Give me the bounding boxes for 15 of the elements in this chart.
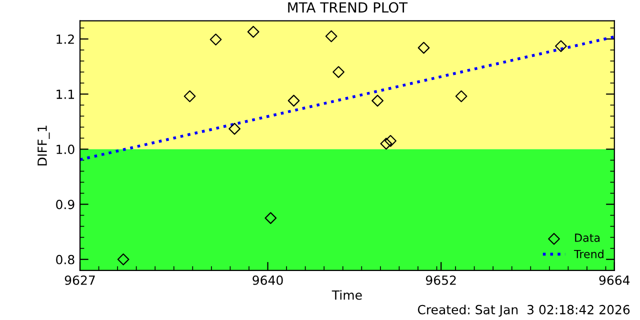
y-tick-label: 0.8	[56, 254, 74, 264]
y-tick-label: 0.9	[56, 200, 74, 210]
y-tick-label: 1.1	[56, 90, 74, 99]
y-tick-label: 1.2	[56, 34, 74, 44]
x-tick-label: 9652	[426, 275, 456, 285]
legend-label: Trend	[574, 250, 604, 258]
x-axis-title: Time	[332, 290, 362, 300]
y-tick-label: 1.0	[56, 144, 74, 154]
x-tick-label: 9664	[599, 275, 630, 285]
chart-title: MTA TREND PLOT	[288, 2, 408, 13]
legend-label: Data	[575, 234, 600, 242]
y-axis-title: DIFF_1	[38, 126, 50, 166]
x-tick-label: 9640	[252, 275, 283, 285]
x-tick-label: 9627	[64, 275, 95, 285]
text: Created: Sat Jan 3 02:18:42 2026	[418, 304, 630, 317]
